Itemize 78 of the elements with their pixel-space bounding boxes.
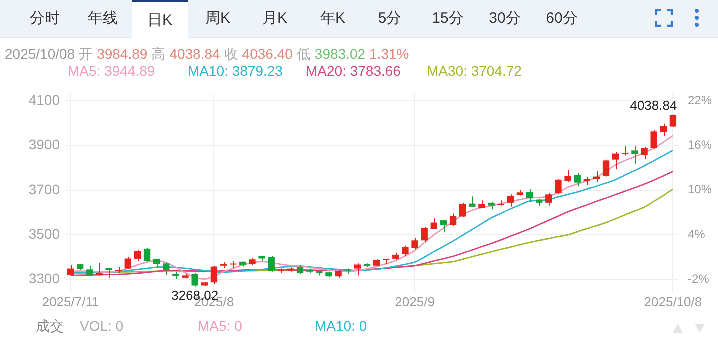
y-tick-label: 3700 [28, 181, 60, 198]
text: 年线 [88, 9, 118, 28]
candlestick [230, 260, 237, 270]
candlestick [526, 188, 534, 203]
text: 15分 [432, 9, 464, 28]
candlestick [660, 123, 668, 137]
text: 4036.40 [242, 46, 293, 62]
candlestick [412, 238, 418, 250]
candlestick [440, 220, 448, 234]
candlestick [192, 272, 198, 288]
text: 低 [296, 46, 311, 62]
candlestick [354, 263, 362, 276]
candlestick [632, 145, 638, 164]
candlestick [546, 193, 552, 206]
candlestick [421, 226, 428, 243]
candlestick [296, 264, 304, 275]
candlestick [602, 159, 610, 178]
text: 3983.02 [314, 46, 366, 62]
text: 3984.89 [97, 46, 148, 62]
candlestick [67, 264, 74, 276]
candlestick [555, 178, 562, 196]
text: 5分 [378, 9, 402, 28]
candlestick [450, 213, 457, 228]
text: 日K [147, 10, 172, 30]
text: 60分 [546, 9, 578, 28]
text: MA10: 0 [315, 318, 368, 334]
text: VOL: 0 [80, 318, 124, 334]
text: MA10: 3879.23 [188, 63, 283, 79]
candlestick [459, 202, 466, 218]
text: 1.31% [370, 46, 410, 62]
text: 月K [262, 9, 288, 28]
candlestick [622, 145, 629, 156]
candlestick [574, 172, 581, 188]
text: 成交 [36, 318, 64, 336]
text: 4038.84 [170, 46, 220, 62]
text: MA20: 3783.66 [306, 63, 401, 79]
text: 周K [205, 9, 230, 28]
text: 年K [320, 9, 346, 28]
text: MA5: 0 [198, 318, 242, 334]
text: 30分 [489, 9, 521, 28]
text: 收 [224, 46, 238, 62]
candlestick [564, 170, 572, 183]
candlestick [96, 262, 103, 276]
text: 2025/10/08 [5, 46, 76, 62]
y2-tick-label: 22% [688, 93, 712, 108]
candlestick [124, 256, 132, 270]
candlestick [650, 130, 658, 150]
x-tick-label: 2025/10/8 [644, 294, 702, 310]
text: 分时 [30, 9, 60, 28]
y2-tick-label: 16% [688, 138, 712, 152]
candlestick [268, 256, 275, 272]
y2-tick-label: 4% [688, 227, 706, 242]
text: MA30: 3704.72 [427, 63, 522, 79]
y-tick-label: 4100 [28, 92, 60, 108]
x-tick-label: 2025/7/11 [42, 294, 100, 310]
candlestick [641, 147, 648, 160]
annotation: 4038.84 [630, 98, 678, 113]
y-tick-label: 3300 [28, 270, 60, 287]
candlestick [507, 194, 514, 208]
candlestick [430, 218, 438, 230]
text: 高 [152, 46, 166, 62]
candlestick [469, 196, 476, 208]
candlestick [144, 248, 151, 262]
x-tick-label: 2025/9 [395, 294, 435, 310]
text: 开 [79, 46, 94, 62]
candlestick [612, 152, 620, 170]
candlestick [210, 265, 218, 285]
y2-tick-label: -2% [688, 272, 710, 286]
candlestick [86, 265, 94, 276]
y-tick-label: 3500 [28, 226, 60, 242]
candlestick [670, 114, 677, 128]
candlestick [163, 262, 170, 276]
y-tick-label: 3900 [28, 136, 60, 153]
text: MA5: 3944.89 [68, 63, 156, 79]
candlestick [402, 245, 409, 257]
candlestick [134, 250, 142, 262]
candlestick [106, 268, 112, 278]
y2-tick-label: 10% [688, 182, 712, 197]
